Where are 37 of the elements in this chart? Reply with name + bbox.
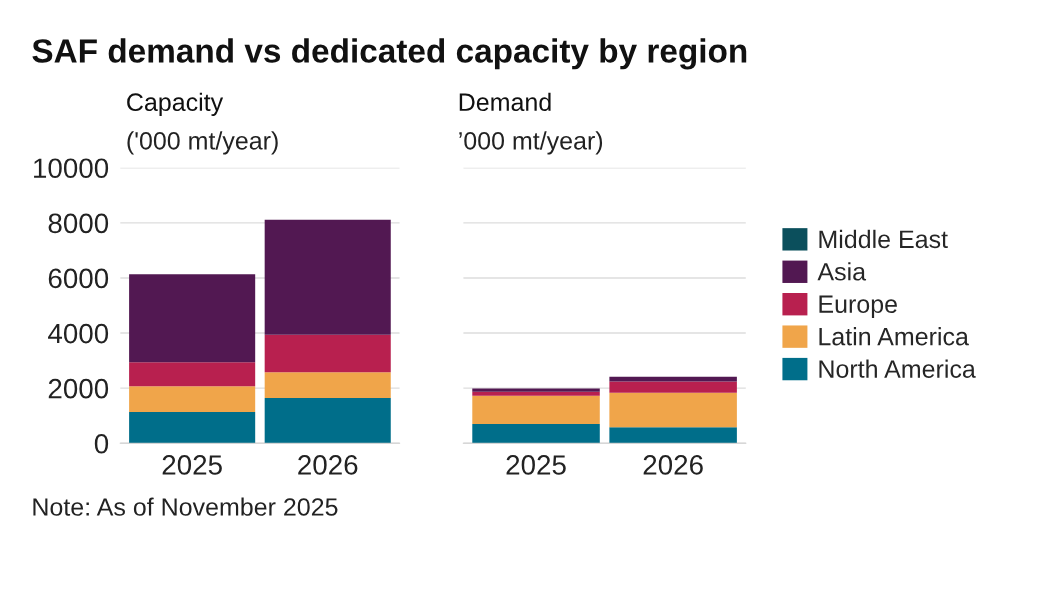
bar <box>472 391 600 396</box>
chart-title: SAF demand vs dedicated capacity by region <box>32 38 747 70</box>
chart-title: Demand <box>459 92 551 112</box>
bar <box>264 219 391 335</box>
y-tick-label: 8000 <box>48 213 109 234</box>
chart-subtitle: Capacity <box>127 92 224 116</box>
x-tick-label: 2025 <box>162 455 222 475</box>
bar <box>472 388 600 392</box>
legend-label: North America <box>819 359 976 378</box>
bar <box>129 386 256 413</box>
legend-label: Latin America <box>819 327 969 346</box>
legend-label: Europe <box>819 295 897 318</box>
y-axis-title: ('000 mt/year) <box>127 131 278 155</box>
y-tick-label: 10000 <box>34 158 109 179</box>
bar <box>129 274 256 363</box>
bar <box>472 395 600 424</box>
bar <box>129 412 256 444</box>
bar <box>472 423 600 444</box>
bar <box>129 362 256 387</box>
text: Note: As of November 2025 <box>33 497 338 516</box>
y-tick-label: 2000 <box>48 378 109 399</box>
y-axis-title: ’000 mt/year) <box>459 131 603 155</box>
bar <box>264 372 391 399</box>
y-tick-label: 6000 <box>48 268 109 289</box>
bar <box>264 398 391 444</box>
x-tick-label: 2025 <box>506 455 566 475</box>
legend-label: Asia <box>817 262 867 281</box>
bar <box>609 392 737 428</box>
legend-label: Middle East <box>819 229 948 249</box>
y-tick-label: 0 <box>94 433 109 454</box>
bar <box>609 427 737 444</box>
bar <box>609 381 737 393</box>
bar <box>609 376 737 382</box>
bar <box>264 334 391 373</box>
y-tick-label: 4000 <box>48 323 109 344</box>
x-tick-label: 2026 <box>643 455 703 475</box>
x-tick-label: 2026 <box>298 455 358 475</box>
